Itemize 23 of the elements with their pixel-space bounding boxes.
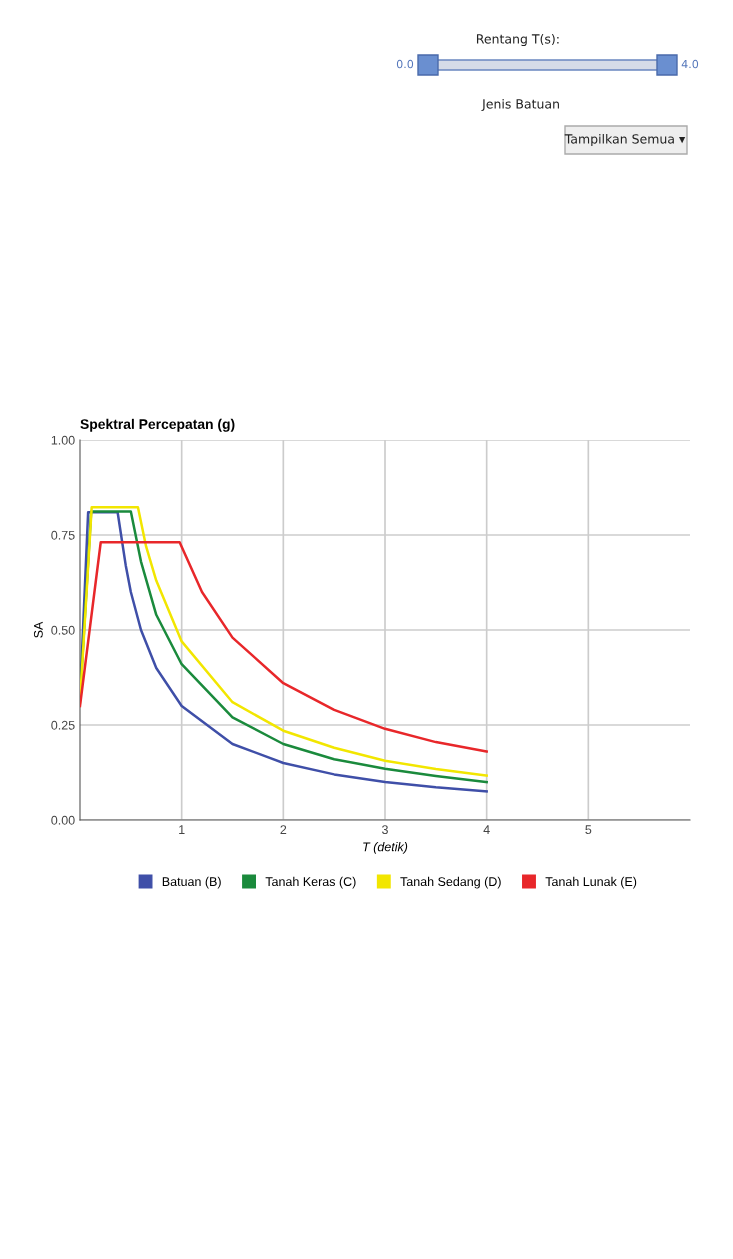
text: 4.0: [681, 59, 699, 69]
legend-label: Batuan (B): [162, 876, 221, 889]
text: Jenis Batuan: [481, 98, 559, 111]
x-axis-title: T (detik): [363, 842, 408, 854]
text: 0.0: [396, 59, 414, 69]
y-tick-label: 1.00: [51, 435, 75, 445]
x-tick-label: 5: [585, 825, 592, 835]
y-tick-label: 0.75: [51, 530, 75, 540]
x-tick-label: 3: [382, 825, 388, 835]
chart-title: Spektral Percepatan (g): [80, 418, 235, 432]
text: Tampilkan Semua ▾: [564, 133, 686, 147]
line-series: [80, 540, 488, 753]
y-tick-label: 0.25: [51, 720, 75, 730]
legend-label: Tanah Sedang (D): [400, 876, 501, 889]
y-tick-label: 0.50: [51, 625, 75, 635]
x-tick-label: 4: [483, 825, 490, 834]
y-axis-title: SA: [33, 621, 43, 638]
y-tick-label: 0.00: [51, 815, 75, 825]
x-tick-label: 1: [179, 825, 185, 834]
x-tick-label: 2: [280, 825, 287, 834]
text: Rentang T(s):: [476, 33, 559, 47]
legend-label: Tanah Keras (C): [265, 876, 356, 889]
legend-label: Tanah Lunak (E): [545, 876, 637, 889]
